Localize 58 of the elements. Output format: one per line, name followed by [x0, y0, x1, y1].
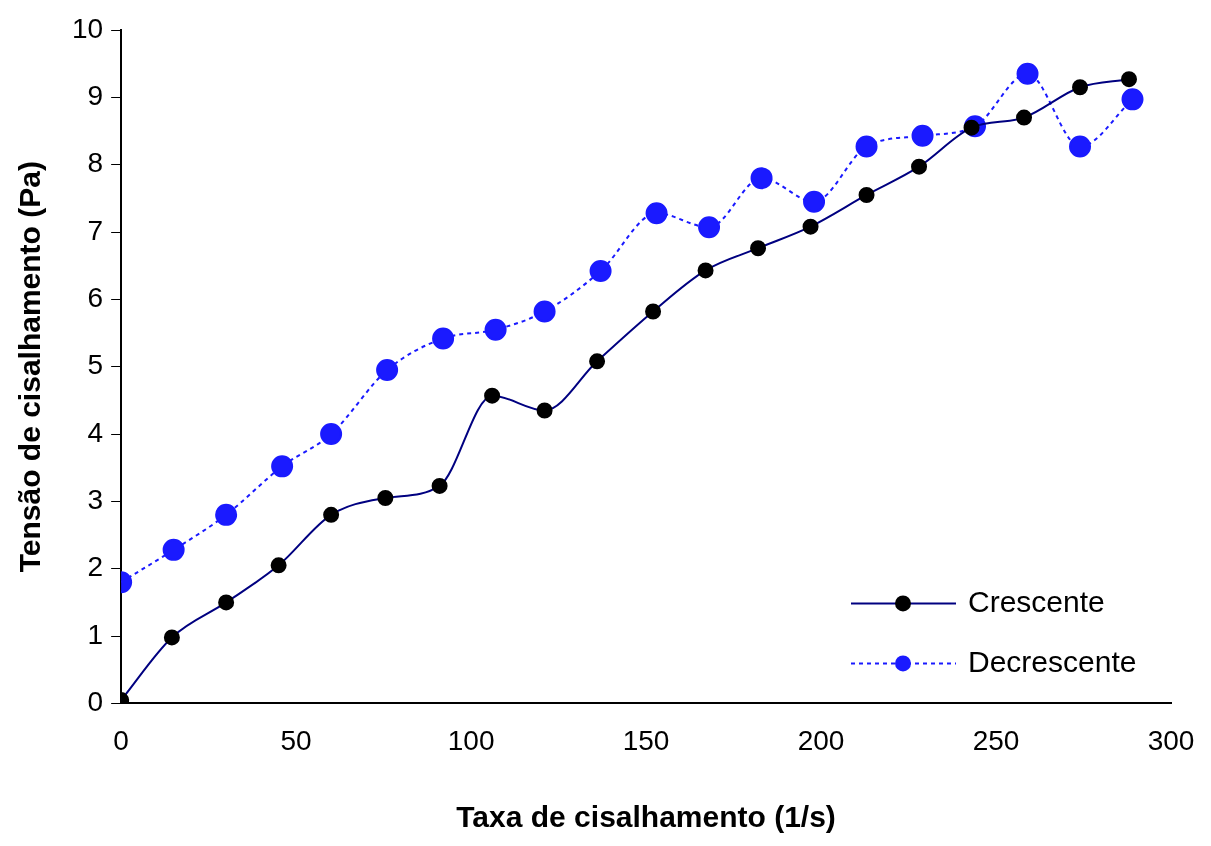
- point: [1016, 109, 1033, 126]
- y-tick-label: 1: [87, 618, 104, 650]
- point: [218, 594, 235, 611]
- point: [645, 202, 668, 225]
- point: [376, 359, 399, 382]
- point: [589, 260, 612, 283]
- point: [911, 158, 928, 175]
- point: [536, 402, 553, 419]
- point: [163, 629, 180, 646]
- legend-label: Crescente: [968, 584, 1105, 618]
- point: [432, 327, 455, 350]
- point: [697, 262, 714, 279]
- point: [911, 124, 934, 147]
- legend-label: Decrescente: [968, 644, 1137, 678]
- point: [271, 455, 294, 478]
- point: [1072, 79, 1089, 96]
- point: [484, 387, 501, 404]
- point: [323, 506, 340, 523]
- point: [270, 557, 287, 574]
- point: [320, 423, 343, 446]
- point: [215, 503, 238, 526]
- x-tick-label: 0: [113, 724, 129, 756]
- y-tick-label: 10: [71, 12, 104, 44]
- point: [484, 318, 507, 341]
- point: [1069, 135, 1092, 158]
- x-tick-label: 250: [972, 724, 1020, 756]
- y-tick-label: 0: [87, 686, 104, 718]
- y-tick-label: 3: [87, 484, 104, 516]
- y-tick-label: 5: [87, 349, 104, 381]
- y-tick-label: 7: [87, 214, 104, 246]
- point: [803, 190, 826, 213]
- x-tick-label: 200: [797, 724, 845, 756]
- y-tick-label: 6: [87, 282, 104, 314]
- point: [802, 218, 819, 235]
- point: [645, 303, 662, 320]
- point: [589, 353, 606, 370]
- point: [855, 135, 878, 158]
- y-tick-label: 8: [87, 147, 104, 179]
- point: [533, 300, 556, 323]
- y-tick-label: 2: [87, 551, 104, 583]
- x-tick-label: 150: [622, 724, 670, 756]
- y-axis-title: Tensão de cisalhamento (Pa): [13, 161, 47, 573]
- point: [377, 490, 394, 507]
- point: [698, 216, 721, 239]
- point: [1016, 62, 1039, 85]
- x-tick-label: 100: [447, 724, 495, 756]
- point: [1121, 88, 1144, 111]
- point: [750, 167, 773, 190]
- point: [162, 538, 185, 561]
- y-tick-label: 4: [87, 416, 104, 448]
- point: [858, 186, 875, 203]
- y-tick-label: 9: [87, 80, 104, 112]
- x-tick-label: 50: [280, 724, 312, 756]
- x-axis-title: Taxa de cisalhamento (1/s): [456, 800, 836, 834]
- point: [750, 240, 767, 257]
- point: [431, 477, 448, 494]
- point: [1121, 71, 1138, 88]
- x-tick-label: 300: [1147, 724, 1195, 756]
